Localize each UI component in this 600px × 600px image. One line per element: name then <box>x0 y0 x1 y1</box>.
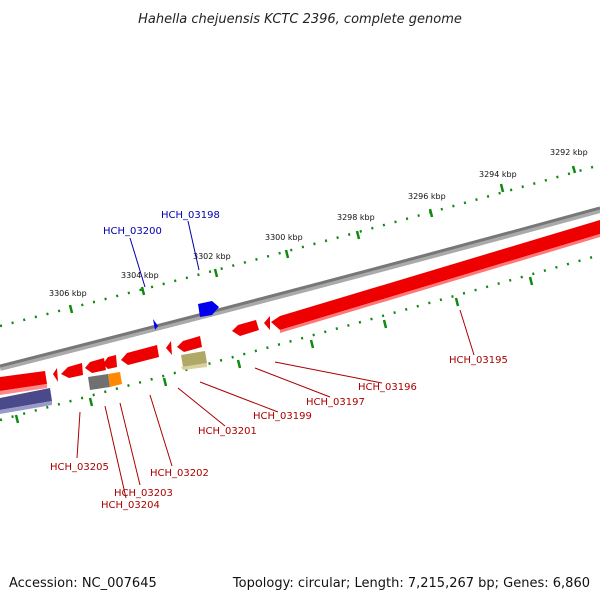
tick-3306 <box>68 304 74 314</box>
scale-label: 3306 kbp <box>49 289 87 298</box>
blue-leaders <box>129 220 200 288</box>
gene-hch-03195[interactable] <box>271 220 600 330</box>
gene-label-hch-03203[interactable]: HCH_03203 <box>114 488 173 499</box>
gene-label-hch-03205[interactable]: HCH_03205 <box>50 462 109 473</box>
map-title: Hahella chejuensis KCTC 2396, complete g… <box>138 12 462 27</box>
gene-label-hch-03196[interactable]: HCH_03196 <box>358 382 417 393</box>
tick-3304 <box>140 286 146 296</box>
scale-label: 3302 kbp <box>193 252 231 261</box>
scale-label: 3296 kbp <box>408 192 446 201</box>
gene-hch-03200[interactable] <box>153 319 158 330</box>
tick-3292 <box>571 165 577 174</box>
accession-text: Accession: NC_007645 <box>9 576 157 591</box>
gene-hch-03196[interactable] <box>264 316 270 330</box>
inner-tick <box>162 377 168 387</box>
leader-line <box>76 411 81 459</box>
tick-3298 <box>355 230 361 240</box>
leader-line <box>274 361 383 384</box>
tick-3296 <box>428 208 434 218</box>
gene-left-edge[interactable] <box>0 371 47 391</box>
inner-tick <box>528 276 534 286</box>
gene-hch-03204[interactable] <box>85 358 106 373</box>
leader-line <box>187 220 200 271</box>
leader-line <box>254 367 331 398</box>
inner-tick <box>236 359 242 369</box>
inner-tick <box>454 297 460 307</box>
scale-label: 3298 kbp <box>337 213 375 222</box>
forward-features <box>153 301 219 330</box>
gene-small-a[interactable] <box>53 368 58 382</box>
gene-hch-03201[interactable] <box>166 341 172 355</box>
leader-line <box>459 309 475 356</box>
gene-shadow <box>0 384 47 395</box>
leader-line <box>104 405 127 499</box>
inner-tick <box>382 319 388 329</box>
gene-label-hch-03204[interactable]: HCH_03204 <box>101 500 160 511</box>
feature-shadow <box>0 401 52 414</box>
gene-label-hch-03202[interactable]: HCH_03202 <box>150 468 209 479</box>
backbone <box>0 206 600 368</box>
scale-label: 3292 kbp <box>550 148 588 157</box>
feature-navy[interactable] <box>0 388 52 410</box>
inner-major-ticks <box>14 276 534 424</box>
tick-3302 <box>213 268 219 278</box>
inner-tick <box>14 414 20 424</box>
leader-line <box>199 381 279 413</box>
gene-label-hch-03198[interactable]: HCH_03198 <box>161 210 220 221</box>
scale-label: 3294 kbp <box>479 170 517 179</box>
major-ticks <box>68 165 577 314</box>
gene-label-hch-03199[interactable]: HCH_03199 <box>253 411 312 422</box>
gene-hch-03203[interactable] <box>103 355 117 369</box>
leader-line <box>119 402 141 486</box>
gene-label-hch-03195[interactable]: HCH_03195 <box>449 355 508 366</box>
scale-label: 3304 kbp <box>121 271 159 280</box>
gene-hch-03199[interactable] <box>177 336 202 352</box>
leader-line <box>129 237 146 288</box>
leader-line <box>149 394 173 467</box>
tick-3294 <box>499 183 505 193</box>
outer-scale-arc <box>0 163 600 328</box>
leader-line <box>177 387 226 427</box>
gene-hch-03205[interactable] <box>61 363 83 378</box>
topology-text: Topology: circular; Length: 7,215,267 bp… <box>232 576 590 591</box>
red-leaders <box>76 309 475 499</box>
inner-tick <box>88 397 94 407</box>
inner-tick <box>309 339 315 349</box>
feature-shadow <box>181 363 207 370</box>
gene-label-hch-03200[interactable]: HCH_03200 <box>103 226 162 237</box>
gene-hch-03202[interactable] <box>121 345 159 365</box>
scale-label: 3300 kbp <box>265 233 303 242</box>
tick-3300 <box>284 249 290 259</box>
gene-hch-03198[interactable] <box>198 301 219 317</box>
gene-shadow <box>280 234 600 333</box>
other-features <box>0 351 207 414</box>
feature-orange[interactable] <box>108 372 122 387</box>
feature-gray[interactable] <box>88 374 110 390</box>
scale-labels: 3292 kbp 3294 kbp 3296 kbp 3298 kbp 3300… <box>49 148 588 298</box>
inner-scale-arc <box>0 253 600 422</box>
gene-label-hch-03201[interactable]: HCH_03201 <box>198 426 257 437</box>
blue-gene-labels: HCH_03198 HCH_03200 <box>103 210 220 237</box>
backbone-shadow <box>0 207 600 371</box>
feature-olive[interactable] <box>181 351 207 367</box>
red-gene-labels: HCH_03195 HCH_03196 HCH_03197 HCH_03199 … <box>50 355 508 511</box>
gene-label-hch-03197[interactable]: HCH_03197 <box>306 397 365 408</box>
gene-hch-03197[interactable] <box>232 320 259 336</box>
reverse-features <box>0 220 600 395</box>
